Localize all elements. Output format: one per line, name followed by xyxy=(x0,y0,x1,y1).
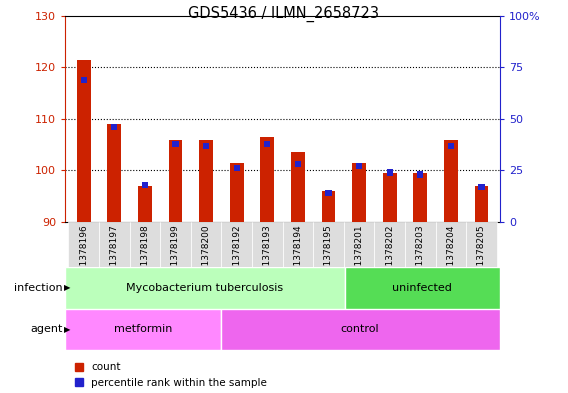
Bar xyxy=(345,267,500,309)
Bar xyxy=(81,77,87,83)
Bar xyxy=(65,309,220,350)
Bar xyxy=(466,222,497,267)
Bar xyxy=(417,171,423,178)
Text: ▶: ▶ xyxy=(64,325,70,334)
Text: metformin: metformin xyxy=(114,324,172,334)
Bar xyxy=(478,184,485,190)
Legend: count, percentile rank within the sample: count, percentile rank within the sample xyxy=(70,358,272,392)
Bar xyxy=(475,186,488,222)
Text: GSM1378193: GSM1378193 xyxy=(263,224,272,285)
Bar xyxy=(65,267,345,309)
Bar xyxy=(68,222,99,267)
Bar xyxy=(199,140,213,222)
Bar xyxy=(374,222,405,267)
Bar xyxy=(264,141,270,147)
Bar xyxy=(414,173,427,222)
Text: control: control xyxy=(341,324,379,334)
Text: GSM1378199: GSM1378199 xyxy=(171,224,180,285)
Text: GSM1378201: GSM1378201 xyxy=(354,224,364,285)
Bar xyxy=(138,186,152,222)
Text: GSM1378205: GSM1378205 xyxy=(477,224,486,285)
Bar xyxy=(172,141,178,147)
Bar xyxy=(220,309,500,350)
Text: GSM1378194: GSM1378194 xyxy=(294,224,302,285)
Text: GSM1378204: GSM1378204 xyxy=(446,224,456,285)
Bar xyxy=(344,222,374,267)
Text: GSM1378200: GSM1378200 xyxy=(202,224,211,285)
Bar xyxy=(352,163,366,222)
Text: ▶: ▶ xyxy=(64,283,70,292)
Bar xyxy=(252,222,283,267)
Text: agent: agent xyxy=(30,324,62,334)
Text: Mycobacterium tuberculosis: Mycobacterium tuberculosis xyxy=(127,283,283,293)
Bar xyxy=(111,124,118,130)
Bar xyxy=(356,163,362,169)
Text: GSM1378195: GSM1378195 xyxy=(324,224,333,285)
Bar xyxy=(444,140,458,222)
Bar xyxy=(230,163,244,222)
Bar xyxy=(313,222,344,267)
Text: GSM1378202: GSM1378202 xyxy=(385,224,394,285)
Bar xyxy=(325,190,332,196)
Text: uninfected: uninfected xyxy=(392,283,452,293)
Text: infection: infection xyxy=(14,283,62,293)
Text: GSM1378192: GSM1378192 xyxy=(232,224,241,285)
Bar xyxy=(191,222,222,267)
Bar xyxy=(169,140,182,222)
Text: GDS5436 / ILMN_2658723: GDS5436 / ILMN_2658723 xyxy=(189,6,379,22)
Text: GSM1378198: GSM1378198 xyxy=(140,224,149,285)
Bar xyxy=(160,222,191,267)
Bar xyxy=(448,143,454,149)
Bar xyxy=(283,222,313,267)
Bar xyxy=(405,222,436,267)
Bar xyxy=(77,60,90,222)
Bar xyxy=(203,143,209,149)
Bar xyxy=(291,152,305,222)
Text: GSM1378197: GSM1378197 xyxy=(110,224,119,285)
Bar xyxy=(222,222,252,267)
Bar xyxy=(321,191,335,222)
Bar xyxy=(436,222,466,267)
Text: GSM1378196: GSM1378196 xyxy=(79,224,88,285)
Bar xyxy=(107,124,121,222)
Bar xyxy=(130,222,160,267)
Text: GSM1378203: GSM1378203 xyxy=(416,224,425,285)
Bar xyxy=(387,169,393,176)
Bar xyxy=(142,182,148,188)
Bar xyxy=(99,222,130,267)
Bar xyxy=(295,161,301,167)
Bar xyxy=(260,137,274,222)
Bar xyxy=(233,165,240,171)
Bar xyxy=(383,173,396,222)
